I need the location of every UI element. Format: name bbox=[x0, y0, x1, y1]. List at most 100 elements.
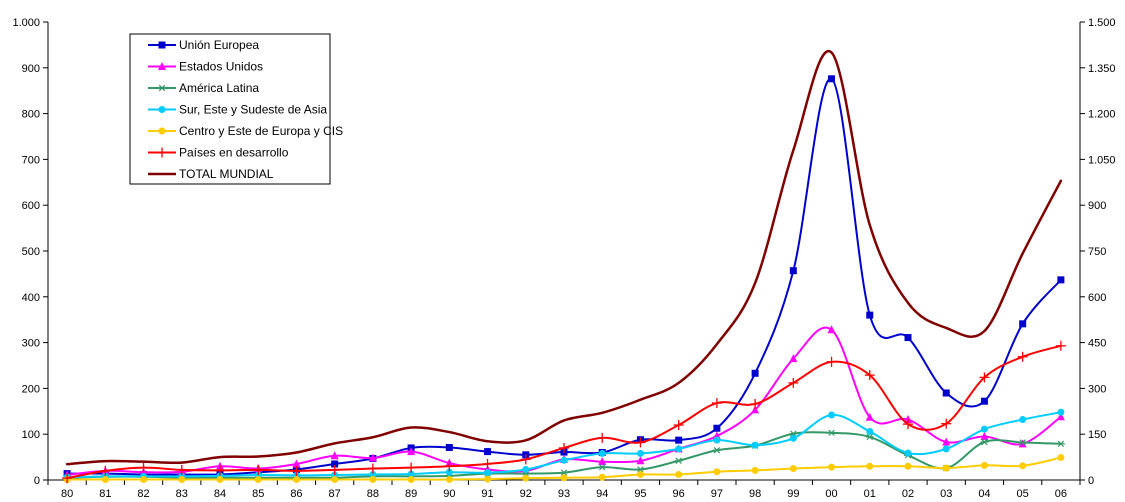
x-tick-label: 80 bbox=[61, 488, 73, 500]
series-6-point bbox=[62, 473, 73, 484]
series-3-point bbox=[827, 429, 836, 437]
series-2-point bbox=[904, 415, 912, 424]
series-4-point bbox=[751, 441, 759, 449]
series-5-point bbox=[713, 468, 721, 476]
series-3-point bbox=[598, 463, 607, 471]
series-layer bbox=[62, 49, 1066, 484]
y-right-tick-label: 1.350 bbox=[1088, 63, 1116, 75]
x-tick-label: 99 bbox=[787, 488, 799, 500]
series-5-point bbox=[942, 464, 950, 472]
series-2-point bbox=[980, 431, 989, 440]
legend-item: América Latina bbox=[148, 81, 259, 95]
series-1-point bbox=[980, 397, 988, 405]
series-2-point bbox=[751, 405, 760, 414]
series-2-point bbox=[827, 325, 836, 334]
series-6-point bbox=[941, 418, 952, 429]
series-6-point bbox=[979, 372, 990, 383]
legend-label: Unión Europea bbox=[179, 38, 259, 52]
y-right-tick-label: 150 bbox=[1088, 429, 1106, 441]
series-3-point bbox=[865, 433, 874, 441]
series-4-point bbox=[369, 471, 377, 479]
series-4-point bbox=[560, 456, 568, 464]
series-1-point bbox=[789, 267, 797, 275]
series-5-point bbox=[675, 471, 683, 479]
series-2-point bbox=[330, 451, 339, 460]
legend: Unión Europea Estados Unidos América Latin… bbox=[129, 33, 343, 185]
x-tick-label: 01 bbox=[864, 488, 876, 500]
y-left-tick-label: 200 bbox=[22, 383, 40, 395]
series-1-point bbox=[1057, 276, 1065, 284]
y-right-tick-label: 300 bbox=[1088, 383, 1106, 395]
series-6-point bbox=[597, 432, 608, 443]
series-6 bbox=[62, 340, 1066, 484]
series-6-point bbox=[138, 462, 149, 473]
series-2-point bbox=[865, 412, 874, 421]
series-6-point bbox=[329, 464, 340, 475]
series-6-point bbox=[291, 465, 302, 476]
series-6-point bbox=[788, 377, 799, 388]
series-1-point bbox=[904, 334, 912, 342]
axes: 01002003004005006007008009001.0000150300… bbox=[12, 17, 1115, 500]
series-1-point bbox=[484, 448, 492, 456]
legend-item: TOTAL MUNDIAL bbox=[148, 167, 274, 181]
legend-item: Unión Europea bbox=[148, 38, 259, 52]
legend-item: Sur, Este y Sudeste de Asia bbox=[148, 103, 327, 117]
series-3-point bbox=[560, 469, 568, 476]
x-tick-label: 05 bbox=[1017, 488, 1029, 500]
series-3-point bbox=[1056, 440, 1065, 448]
x-tick-label: 06 bbox=[1055, 488, 1067, 500]
y-right-tick-label: 450 bbox=[1088, 338, 1106, 350]
series-3-point bbox=[712, 447, 721, 454]
series-5-point bbox=[522, 474, 530, 482]
x-tick-label: 98 bbox=[749, 488, 761, 500]
series-2-point bbox=[636, 456, 645, 465]
series-1-point bbox=[1019, 320, 1027, 328]
series-6-point bbox=[176, 464, 187, 475]
series-5-point bbox=[980, 461, 988, 469]
series-6-point bbox=[253, 464, 264, 475]
legend-label: Sur, Este y Sudeste de Asia bbox=[179, 103, 327, 117]
series-4-point bbox=[828, 411, 836, 419]
series-1-point bbox=[331, 460, 339, 468]
series-1-point bbox=[675, 436, 683, 444]
y-left-tick-label: 100 bbox=[22, 429, 40, 441]
y-right-tick-label: 750 bbox=[1088, 246, 1106, 258]
x-tick-label: 94 bbox=[596, 488, 608, 500]
x-tick-label: 93 bbox=[558, 488, 570, 500]
x-tick-label: 97 bbox=[711, 488, 723, 500]
series-6-point bbox=[100, 465, 111, 476]
series-6-point bbox=[864, 370, 875, 381]
legend-label: Centro y Este de Europa y CIS bbox=[179, 124, 343, 138]
series-5-point bbox=[904, 462, 912, 470]
series-6-point bbox=[406, 462, 417, 473]
series-3-point bbox=[636, 466, 645, 473]
x-tick-label: 83 bbox=[176, 488, 188, 500]
series-6-point bbox=[520, 454, 531, 465]
legend-swatch-marker bbox=[158, 41, 166, 49]
series-4-point bbox=[904, 449, 912, 457]
series-5-point bbox=[828, 463, 836, 471]
legend-swatch-marker bbox=[158, 84, 166, 92]
series-3-point bbox=[980, 438, 989, 446]
series-2-point bbox=[942, 437, 951, 446]
x-tick-label: 88 bbox=[367, 488, 379, 500]
y-left-tick-label: 900 bbox=[22, 63, 40, 75]
series-4-point bbox=[445, 468, 453, 476]
series-7-line bbox=[65, 49, 1063, 466]
legend-label: Países en desarrollo bbox=[179, 146, 289, 160]
series-3-point bbox=[1018, 439, 1027, 446]
series-4-point bbox=[407, 470, 415, 478]
series-4-point bbox=[866, 427, 874, 435]
series-4-point bbox=[713, 436, 721, 444]
series-1-point bbox=[942, 389, 950, 397]
series-6-point bbox=[559, 442, 569, 453]
y-left-tick-label: 400 bbox=[22, 292, 40, 304]
series-5-point bbox=[178, 476, 186, 484]
series-6-point bbox=[711, 398, 722, 409]
x-tick-label: 86 bbox=[290, 488, 302, 500]
x-tick-label: 03 bbox=[940, 488, 952, 500]
y-right-tick-label: 1.200 bbox=[1088, 109, 1116, 121]
series-1-point bbox=[828, 75, 836, 83]
series-5-point bbox=[789, 465, 797, 473]
